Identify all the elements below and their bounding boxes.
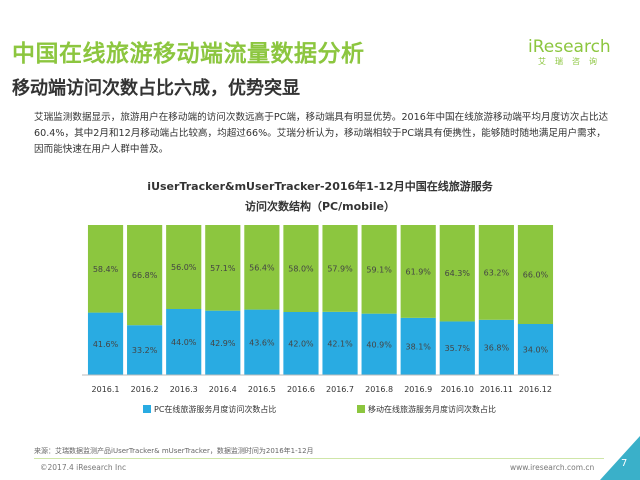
x-tick-label: 2016.5 [248,385,276,394]
mobile-value-label: 58.0% [288,265,314,274]
logo-text: iResearch [528,37,611,57]
pc-value-label: 38.1% [405,342,431,351]
mobile-value-label: 57.9% [327,264,353,273]
mobile-bar [400,225,436,318]
pc-value-label: 35.7% [445,344,471,353]
mobile-bar [361,225,397,314]
mobile-value-label: 61.9% [405,267,431,276]
pc-value-label: 41.6% [93,340,119,349]
footer-divider [34,458,604,459]
x-tick-label: 2016.11 [480,385,513,394]
mobile-bar [322,225,358,312]
mobile-bar [439,225,475,322]
chart-title: iUserTracker&mUserTracker-2016年1-12月中国在线… [147,180,493,193]
x-tick-label: 2016.9 [404,385,432,394]
mobile-value-label: 59.1% [366,265,392,274]
pc-bar [478,319,514,375]
logo-subtext: 艾瑞咨询 [538,57,606,66]
copyright: ©2017.4 iResearch Inc [40,463,127,472]
mobile-bar [87,225,124,313]
pc-value-label: 43.6% [249,338,275,347]
mobile-value-label: 64.3% [445,269,471,278]
x-tick-label: 2016.1 [92,385,120,394]
page-number: 7 [621,458,628,469]
x-tick-label: 2016.6 [287,385,315,394]
pc-bar [400,317,436,375]
x-tick-label: 2016.10 [441,385,474,394]
mobile-bar [478,225,514,320]
mobile-bar [517,225,554,324]
pc-value-label: 40.9% [366,340,392,349]
pc-bar [166,309,202,375]
stacked-bar-chart: 41.6% 58.4% 2016.1 33.2% 66.8% 2016.2 44.0% 56.… [82,225,559,414]
pc-value-label: 42.9% [210,339,236,348]
mobile-value-label: 63.2% [484,268,510,277]
pc-bar [87,312,124,375]
chart-subtitle: 访问次数结构（PC/mobile） [244,200,396,213]
x-tick-label: 2016.7 [326,385,354,394]
summary-paragraph: 艾瑞监测数据显示，旅游用户在移动端的访问次数远高于PC端，移动端具有明显优势。2… [34,112,609,155]
pc-value-label: 42.0% [288,340,314,349]
pc-bar [322,311,358,375]
data-source: 来源：艾瑞数据监测产品iUserTracker& mUserTracker，数据… [34,447,314,455]
x-tick-label: 2016.12 [519,385,552,394]
mobile-value-label: 57.1% [210,264,236,273]
pc-bar [283,312,319,375]
page-title: 中国在线旅游移动端流量数据分析 [12,41,365,67]
mobile-value-label: 56.4% [249,263,275,272]
pc-bar [361,313,397,375]
legend-label: PC在线旅游服务月度访问次数占比 [154,404,276,414]
legend-swatch [357,405,365,413]
iresearch-logo: iResearch 艾瑞咨询 [528,38,628,72]
pc-value-label: 42.1% [327,339,353,348]
pc-value-label: 33.2% [132,346,158,355]
x-tick-label: 2016.8 [365,385,393,394]
mobile-bar [166,225,202,309]
mobile-value-label: 56.0% [171,263,197,272]
mobile-value-label: 66.0% [523,271,549,280]
mobile-bar [127,225,163,326]
page-corner-decoration [600,436,640,480]
website-url: www.iresearch.com.cn [510,463,595,472]
pc-bar [439,321,475,375]
pc-bar [127,325,163,375]
pc-value-label: 44.0% [171,338,197,347]
pc-bar [517,324,554,375]
mobile-bar [205,225,241,311]
legend-swatch [143,405,151,413]
pc-bar [244,309,280,375]
mobile-bar [283,225,319,312]
x-tick-label: 2016.2 [131,385,159,394]
x-tick-label: 2016.4 [209,385,237,394]
mobile-value-label: 66.8% [132,271,158,280]
pc-value-label: 34.0% [523,346,549,355]
page-subtitle: 移动端访问次数占比六成，优势突显 [12,78,300,99]
pc-value-label: 36.8% [484,343,510,352]
mobile-value-label: 58.4% [93,265,119,274]
pc-bar [205,310,241,375]
mobile-bar [244,225,280,310]
x-tick-label: 2016.3 [170,385,198,394]
legend-label: 移动在线旅游服务月度访问次数占比 [368,404,496,414]
